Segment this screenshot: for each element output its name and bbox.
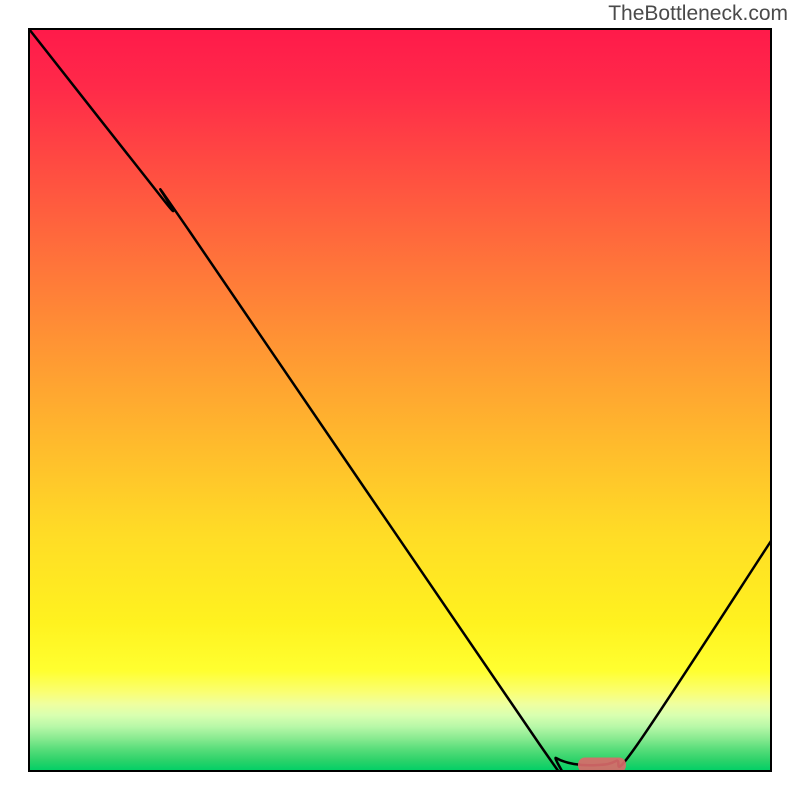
watermark-text: TheBottleneck.com [608,2,788,26]
bottleneck-chart [0,0,800,800]
chart-container: TheBottleneck.com [0,0,800,800]
